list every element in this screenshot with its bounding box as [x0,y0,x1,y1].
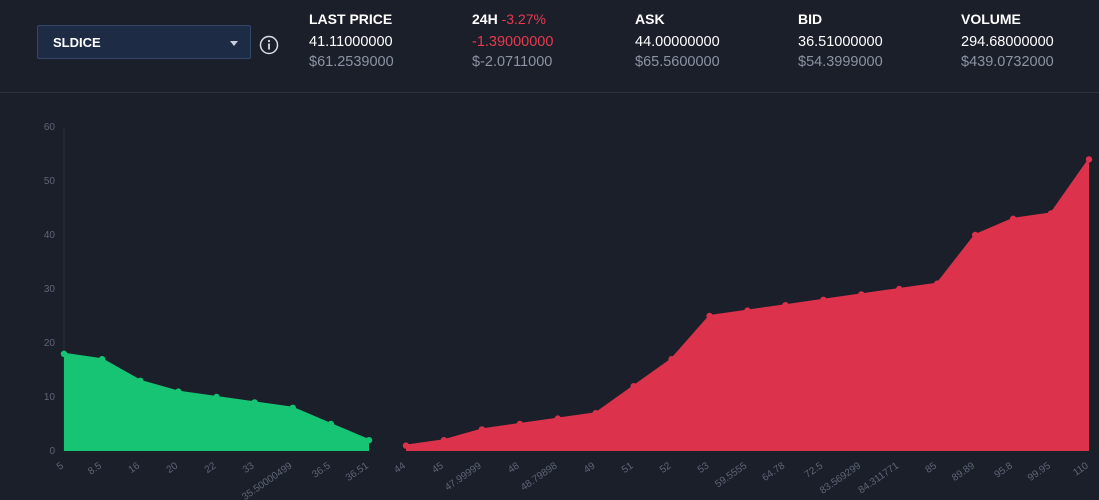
market-header: SLDICE LAST PRICE 41.11000000 $61.253900… [0,0,1099,93]
bid-point [175,388,182,395]
ask-point [820,296,827,303]
y-tick-label: 40 [44,230,56,241]
ask-point [706,312,713,320]
ask-x-tick-label: 64.78 [760,460,787,484]
stat-ask: ASK 44.00000000 $65.5600000 [635,11,720,70]
ask-x-tick-label: 52 [658,460,674,476]
bid-point [137,377,144,384]
ask-point [516,420,524,428]
ask-x-tick-label: 53 [696,460,712,476]
y-tick-label: 30 [44,284,56,295]
market-select-dropdown[interactable]: SLDICE [37,25,251,59]
bid-point [289,404,296,411]
bid-usd: $54.3999000 [798,54,883,70]
ask-value: 44.00000000 [635,34,720,50]
bid-x-tick-label: 33 [241,460,257,476]
bid-x-tick-label: 36.5 [310,460,333,480]
ask-x-tick-label: 44 [392,460,408,476]
ask-x-tick-label: 47.99999 [443,460,484,493]
bid-area [64,353,369,451]
ask-point [1085,156,1093,163]
bid-point [213,393,220,401]
y-tick-label: 0 [49,446,55,457]
volume-label: VOLUME [961,11,1021,27]
ask-point [971,231,979,239]
bid-x-tick-label: 20 [165,460,181,476]
change-24h-label-row: 24H -3.27% [472,11,553,31]
y-tick-label: 60 [44,122,56,133]
volume-value: 294.68000000 [961,34,1054,50]
ask-x-tick-label: 83.569299 [818,460,863,496]
ask-usd: $65.5600000 [635,54,720,70]
ask-point [858,291,865,298]
bid-point [98,356,106,363]
bid-x-tick-label: 36.51 [344,460,371,484]
ask-point [668,356,675,363]
bid-point [365,437,373,444]
stat-volume: VOLUME 294.68000000 $439.0732000 [961,11,1054,70]
ask-point [1047,210,1055,217]
bid-point [60,350,68,357]
ask-point [554,415,561,422]
ask-x-tick-label: 99.95 [1026,460,1053,484]
last-price-usd: $61.2539000 [309,54,394,70]
ask-x-tick-label: 95.8 [993,460,1016,480]
ask-label: ASK [635,11,665,27]
ask-x-tick-label: 85 [924,460,940,476]
ask-x-tick-label: 51 [620,460,636,476]
ask-x-tick-label: 48.79898 [519,460,560,493]
ask-x-tick-label: 48 [506,460,522,476]
ask-x-tick-label: 110 [1071,460,1091,478]
ask-x-tick-label: 72.5 [803,460,826,480]
stat-bid: BID 36.51000000 $54.3999000 [798,11,883,70]
chevron-down-icon [230,41,238,46]
ask-point [478,426,486,433]
ask-point [440,437,448,444]
ask-point [402,442,410,449]
ask-area [406,159,1089,451]
bid-x-tick-label: 22 [203,460,219,476]
ask-point [934,280,941,287]
bid-x-tick-label: 16 [127,460,143,476]
change-24h-usd: $-2.0711000 [472,54,553,70]
ask-point [782,302,789,309]
change-24h-percent: -3.27% [501,11,546,27]
ask-x-tick-label: 84.311771 [857,460,902,496]
ask-x-tick-label: 49 [582,460,598,476]
market-name: SLDICE [53,35,101,50]
ask-x-tick-label: 59.5555 [713,460,749,490]
ask-point [896,285,903,293]
stat-last-price: LAST PRICE 41.11000000 $61.2539000 [309,11,394,70]
bid-value: 36.51000000 [798,34,883,50]
volume-usd: $439.0732000 [961,54,1054,70]
y-tick-label: 50 [44,176,56,187]
ask-point [1009,215,1017,222]
ask-point [630,383,637,390]
info-icon[interactable] [259,35,279,55]
stat-24h-change: 24H -3.27% -1.39000000 $-2.0711000 [472,11,553,70]
ask-x-tick-label: 45 [430,460,446,476]
bid-x-tick-label: 8.5 [86,460,104,477]
last-price-label: LAST PRICE [309,11,393,27]
ask-point [592,410,599,417]
y-tick-label: 10 [44,392,56,403]
change-24h-label: 24H [472,11,498,27]
last-price-value: 41.11000000 [309,34,393,50]
bid-label: BID [798,11,823,27]
change-24h-value: -1.39000000 [472,34,554,50]
ask-x-tick-label: 89.89 [950,460,977,484]
bid-x-tick-label: 5 [55,460,66,472]
bid-point [251,399,258,406]
ask-point [744,307,751,314]
bid-point [327,420,335,428]
y-tick-label: 20 [44,338,56,349]
